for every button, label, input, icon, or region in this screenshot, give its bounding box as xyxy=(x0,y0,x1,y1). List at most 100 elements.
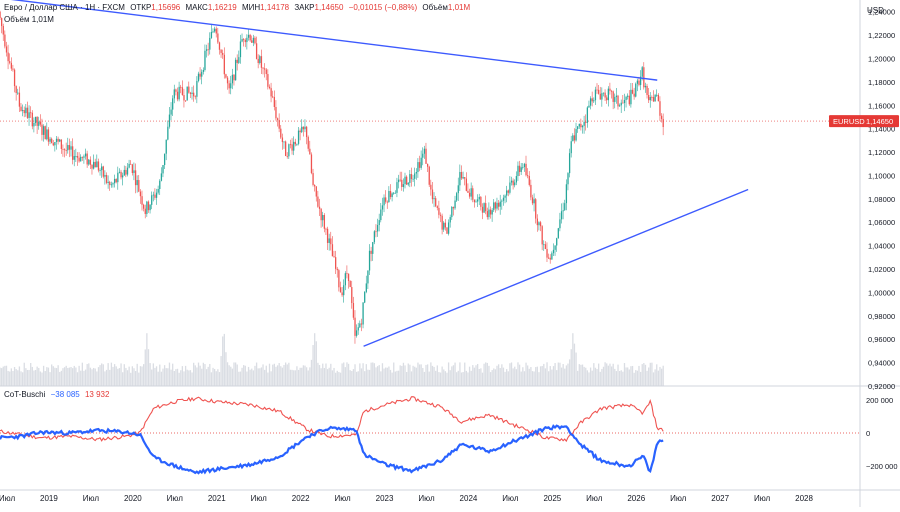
candle-body xyxy=(154,194,156,198)
volume-bar xyxy=(310,359,313,386)
candle-body xyxy=(546,249,548,258)
candle-body xyxy=(209,37,211,50)
candle-body xyxy=(230,83,232,89)
candle-body xyxy=(96,161,98,168)
volume-bar xyxy=(578,364,580,386)
candle-body xyxy=(359,323,361,328)
candle-body xyxy=(472,188,474,200)
volume-bar xyxy=(244,365,246,386)
candle-body xyxy=(457,185,459,194)
volume-bar xyxy=(635,370,637,386)
candle-body xyxy=(102,166,104,177)
candle-body xyxy=(278,120,280,129)
price-tick-label: 1,16000 xyxy=(868,101,895,110)
volume-bar xyxy=(25,368,27,386)
volume-bar xyxy=(564,368,566,386)
price-tick-label: 1,00000 xyxy=(868,288,895,297)
candle-body xyxy=(467,190,469,193)
volume-bar xyxy=(238,371,240,386)
candle-body xyxy=(284,141,287,156)
volume-bar xyxy=(435,370,437,386)
price-tick-label: 1,20000 xyxy=(868,54,895,63)
volume-bar xyxy=(607,365,609,386)
volume-bar xyxy=(194,365,196,386)
indicator-tick-label: −200 000 xyxy=(866,462,898,471)
volume-bar xyxy=(178,372,180,386)
volume-bar xyxy=(236,364,238,386)
volume-bar xyxy=(84,369,87,386)
volume-bar xyxy=(333,367,335,386)
volume-bar xyxy=(523,371,526,386)
candle-body xyxy=(81,156,83,158)
volume-bar xyxy=(430,362,432,386)
candle-body xyxy=(402,184,405,187)
candle-body xyxy=(646,85,648,96)
volume-bar xyxy=(257,368,259,386)
volume-bar xyxy=(530,367,532,386)
volume-bar xyxy=(414,366,416,386)
candle-body xyxy=(65,150,67,151)
volume-bar xyxy=(407,363,409,386)
volume-bar xyxy=(83,370,85,386)
volume-bar xyxy=(568,359,571,386)
candle-body xyxy=(188,86,190,93)
candle-body xyxy=(449,217,451,223)
volume-bar xyxy=(302,365,305,386)
price-tick-label: 1,04000 xyxy=(868,242,895,251)
volume-bar xyxy=(618,371,621,386)
volume-bar xyxy=(312,345,314,386)
candle-body xyxy=(339,287,342,293)
candle-body xyxy=(23,110,25,114)
candle-body xyxy=(134,170,137,186)
candle-body xyxy=(394,192,397,194)
low-label: МИН xyxy=(241,3,261,12)
candle-body xyxy=(447,222,450,234)
volume-bar xyxy=(428,371,430,386)
volume-bar xyxy=(365,364,367,386)
volume-bar xyxy=(73,365,75,386)
volume-bar xyxy=(502,367,505,386)
time-tick-label: Июл xyxy=(83,494,100,503)
candle-body xyxy=(228,83,230,89)
volume-bar xyxy=(528,368,530,386)
candle-body xyxy=(72,146,74,160)
volume-bar xyxy=(26,370,29,386)
candle-body xyxy=(580,123,582,128)
candle-body xyxy=(163,153,166,165)
candle-body xyxy=(165,139,167,154)
candle-body xyxy=(651,97,653,98)
candle-body xyxy=(552,249,555,254)
volume-bar xyxy=(107,363,109,386)
candle-body xyxy=(105,175,108,183)
volume-bar xyxy=(157,371,159,386)
candle-body xyxy=(260,56,263,68)
candle-body xyxy=(639,76,642,85)
candle-body xyxy=(252,37,255,43)
candle-body xyxy=(349,281,351,288)
candle-body xyxy=(147,201,150,211)
volume-bar xyxy=(7,370,9,386)
volume-bar xyxy=(420,364,422,386)
candle-body xyxy=(459,171,461,186)
volume-bar xyxy=(304,365,306,386)
candle-body xyxy=(28,112,30,118)
candle-body xyxy=(536,218,538,226)
candle-body xyxy=(276,118,279,121)
candle-body xyxy=(39,121,42,125)
candle-body xyxy=(30,112,32,114)
candle-body xyxy=(75,155,77,157)
candle-body xyxy=(494,202,497,209)
volume-bar xyxy=(212,367,214,386)
candle-body xyxy=(491,210,493,215)
volume-bar xyxy=(175,369,177,386)
candle-body xyxy=(272,96,274,98)
time-tick-label: Июл xyxy=(502,494,519,503)
volume-bar xyxy=(426,364,429,386)
candle-body xyxy=(554,245,556,250)
candle-body xyxy=(564,203,566,211)
candle-body xyxy=(656,94,658,96)
volume-bar xyxy=(536,366,538,386)
volume-bar xyxy=(99,365,101,386)
